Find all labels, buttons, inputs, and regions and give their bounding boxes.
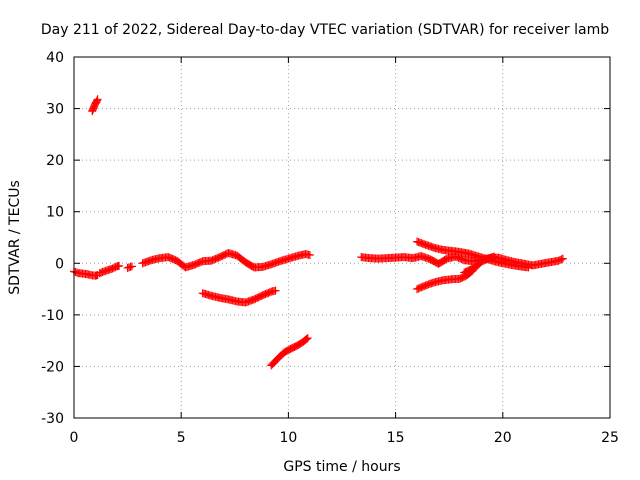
series-arc-k: [460, 252, 499, 277]
y-tick-label: 40: [46, 50, 64, 66]
grid-layer: [74, 57, 610, 418]
x-tick-label: 0: [70, 430, 79, 446]
data-point: [303, 334, 312, 343]
y-tick-label: -30: [41, 411, 64, 427]
series-arc-d: [88, 95, 102, 116]
x-tick-label: 5: [177, 430, 186, 446]
x-tick-label: 10: [279, 430, 297, 446]
tick-layer: 0 5 10 15 20 25 -30 -20 -10 0 10 20 30 40: [41, 50, 619, 446]
data-point: [302, 334, 311, 343]
data-point: [127, 262, 136, 271]
data-point: [524, 263, 533, 272]
series-arc-e: [138, 248, 314, 272]
y-tick-label: -20: [41, 359, 64, 375]
data-point: [271, 286, 280, 295]
series-arc-j: [413, 266, 477, 294]
y-tick-label: 30: [46, 102, 64, 118]
chart-title: Day 211 of 2022, Sidereal Day-to-day VTE…: [41, 22, 609, 38]
series-arc-f: [198, 286, 280, 307]
data-point: [115, 261, 124, 270]
series-arc-g: [267, 334, 312, 370]
y-tick-label: 10: [46, 205, 64, 221]
series-arc-b: [95, 261, 124, 278]
x-tick-label: 25: [601, 430, 619, 446]
x-axis-label: GPS time / hours: [283, 459, 400, 475]
data-layer: [70, 95, 567, 370]
y-axis-label: SDTVAR / TECUs: [7, 180, 23, 295]
data-point: [490, 252, 499, 261]
data-point: [557, 255, 566, 264]
plot-frame: [73, 56, 611, 419]
x-tick-label: 20: [494, 430, 512, 446]
data-point: [558, 254, 567, 263]
series-arc-c: [123, 262, 136, 272]
y-tick-label: 0: [55, 256, 64, 272]
y-tick-label: -10: [41, 308, 64, 324]
x-tick-label: 15: [387, 430, 405, 446]
data-point: [305, 251, 314, 260]
y-tick-label: 20: [46, 153, 64, 169]
data-point: [93, 95, 102, 104]
